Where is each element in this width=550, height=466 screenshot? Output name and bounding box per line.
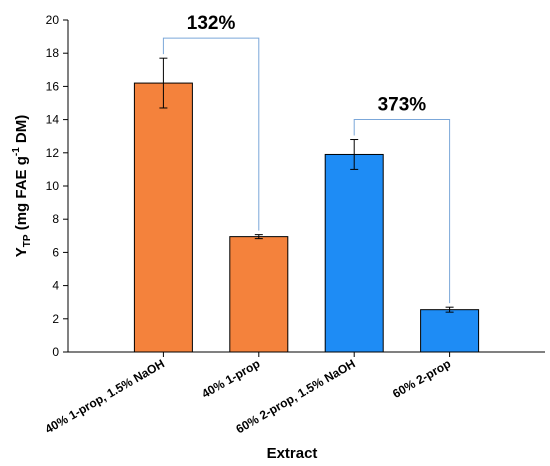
bar (324, 153, 384, 353)
annotation-bracket (162, 37, 260, 231)
y-axis-title-end: DM) (13, 115, 30, 148)
y-tick-label: 0 (52, 345, 59, 359)
y-axis-title-rest: (mg FAE g (13, 156, 30, 234)
annotation-label: 132% (187, 13, 236, 34)
x-tick-label: 40% 1-prop, 1.5% NaOH (43, 356, 167, 436)
y-tick-label: 10 (46, 179, 60, 193)
x-axis-title: Extract (267, 445, 318, 462)
category-labels: 40% 1-prop, 1.5% NaOH 40% 1-prop 60% 2-pro… (43, 356, 453, 436)
y-axis-title-main: Y (13, 247, 30, 257)
y-tick-label: 8 (52, 212, 59, 226)
error-bars (159, 57, 454, 313)
y-axis-title-sub: TP (22, 234, 33, 247)
annotations: 132% 373% (162, 13, 451, 304)
y-tick-label: 14 (46, 113, 60, 127)
x-axis (68, 351, 545, 357)
y-tick-label: 6 (52, 245, 59, 259)
annotation-bracket (353, 119, 451, 304)
y-tick-label: 18 (46, 46, 60, 60)
bar (229, 236, 289, 353)
x-tick-label: 40% 1-prop (199, 356, 262, 400)
y-tick-label: 2 (52, 312, 59, 326)
bar (133, 82, 193, 353)
y-tick-label: 12 (46, 146, 60, 160)
y-tick-label: 20 (46, 13, 60, 27)
bar (420, 309, 480, 353)
bars (133, 82, 480, 353)
y-tick-label: 4 (52, 279, 59, 293)
y-tick-label: 16 (46, 79, 60, 93)
annotation-label: 373% (378, 95, 427, 116)
y-axis: 0 2 4 6 8 10 12 14 16 18 20 (46, 13, 69, 359)
x-tick-label: 60% 2-prop (390, 356, 453, 400)
y-axis-title: YTP (mg FAE g-1 DM) (11, 115, 33, 258)
y-axis-title-sup: -1 (11, 147, 22, 156)
